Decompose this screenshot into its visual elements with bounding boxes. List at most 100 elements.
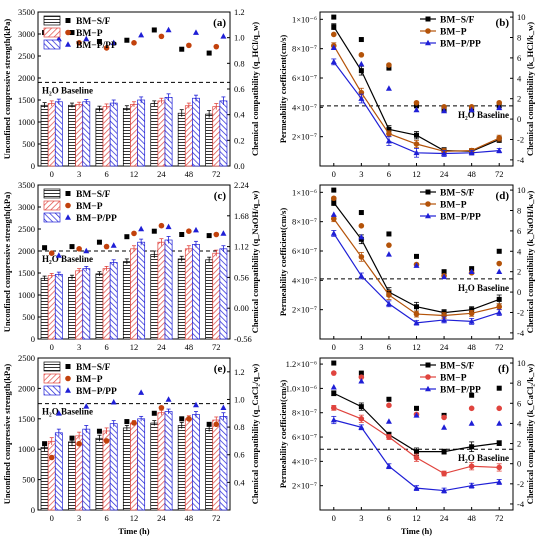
- data-point: [414, 449, 419, 455]
- x-tick-label: 72: [495, 342, 504, 352]
- ratio-point: [496, 405, 503, 412]
- y2-axis-title: Chemical compatibility (q_CaCl₂/q_w): [250, 364, 260, 505]
- y-tick-label: 3000: [18, 202, 35, 212]
- ratio-point: [76, 440, 82, 447]
- ratio-point: [441, 107, 448, 114]
- x-tick-label: 24: [157, 342, 166, 352]
- x-tick-label: 0: [50, 169, 54, 179]
- ratio-point: [76, 246, 82, 252]
- ratio-point: [110, 399, 117, 405]
- data-point: [496, 303, 503, 310]
- bar: [205, 428, 214, 511]
- ratio-point: [468, 420, 475, 426]
- panel-label: (e): [214, 363, 227, 375]
- data-point: [358, 95, 365, 101]
- ratio-point: [358, 377, 365, 384]
- y2-tick-label: 0.00: [234, 303, 249, 313]
- data-point: [358, 424, 365, 430]
- bar: [122, 427, 131, 511]
- y-tick-label: 1×10⁻⁶: [292, 14, 317, 24]
- bar: [164, 97, 173, 167]
- y2-tick-label: 2: [517, 267, 521, 277]
- ratio-point: [42, 245, 48, 251]
- bar: [40, 447, 49, 511]
- data-point: [468, 318, 475, 324]
- ratio-point: [158, 404, 165, 411]
- y2-tick-label: 1.68: [234, 211, 249, 221]
- legend-swatch: [43, 373, 61, 384]
- bar: [68, 277, 76, 340]
- ratio-point: [385, 85, 392, 91]
- y-axis-title: Unconfined compressive strength(kPa): [2, 364, 12, 505]
- y2-tick-label: -0.56: [234, 334, 252, 344]
- y2-tick-label: 0.4: [234, 477, 245, 487]
- legend-label: BM−S/F: [440, 16, 475, 26]
- panel-e: 0 500 1000 1500 2000 2500 0.4 0.6 0.8 1.0 1.2 0 3 6 12…: [2, 353, 260, 536]
- y-tick-label: 2500: [18, 224, 35, 234]
- x-tick-label: 24: [157, 169, 166, 179]
- bar: [184, 248, 193, 340]
- bar: [75, 270, 84, 340]
- ratio-point: [330, 195, 337, 202]
- bar: [157, 241, 166, 340]
- ratio-point: [110, 39, 117, 46]
- bar: [192, 414, 200, 511]
- y2-axis-title: Chemical compatibility (k_NaOH/k_w): [525, 191, 535, 334]
- legend-marker: [65, 41, 71, 47]
- ratio-point: [103, 243, 110, 250]
- ratio-point: [165, 223, 172, 230]
- ratio-point: [468, 405, 475, 412]
- bar: [212, 419, 221, 511]
- y2-tick-label: 1.0: [234, 33, 245, 43]
- bar: [130, 104, 138, 167]
- y-tick-label: 500: [22, 139, 35, 149]
- y-tick-label: 2×10⁻⁷: [292, 305, 317, 315]
- legend-swatch: [43, 27, 61, 38]
- x-tick-label: 0: [332, 513, 336, 523]
- data-point: [386, 292, 392, 298]
- ratio-point: [165, 396, 172, 402]
- data-point: [468, 310, 475, 317]
- ratio-point: [496, 420, 503, 426]
- data-point: [358, 404, 364, 410]
- ratio-point: [124, 37, 130, 43]
- ratio-point: [69, 244, 75, 250]
- y2-tick-label: 1.2: [234, 367, 245, 377]
- y-tick-label: 1500: [18, 268, 35, 278]
- bar: [75, 104, 84, 167]
- bar: [184, 105, 193, 167]
- ratio-point: [468, 106, 475, 113]
- panel-d: 2×10⁻⁷4×10⁻⁷6×10⁻⁷8×10⁻⁷1×10⁻⁶-4-2024681…: [278, 184, 535, 352]
- bar: [219, 416, 228, 511]
- data-point: [358, 272, 365, 279]
- panel-a: 0 500 1000 1500 2000 2500 3000 3500 0.0 0.2 0.4 0.6…: [2, 7, 260, 179]
- ratio-point: [331, 360, 337, 366]
- bar: [212, 106, 221, 167]
- data-point: [385, 137, 392, 144]
- data-point: [496, 478, 503, 485]
- baseline-label: H₂O Baseline: [42, 254, 93, 264]
- ratio-point: [358, 370, 364, 376]
- y2-tick-label: -2: [517, 307, 524, 317]
- y-axis-title: Unconfined compressive strength(kPa): [2, 19, 12, 160]
- panel-c: 0 500 1000 1500 2000 2500 3000 3500 -0.56 0.00 0.5…: [2, 180, 260, 352]
- data-point: [441, 316, 448, 323]
- bar: [47, 103, 56, 167]
- ratio-point: [358, 374, 365, 380]
- data-point: [330, 215, 337, 222]
- ratio-point: [179, 46, 185, 52]
- y2-tick-label: 0.4: [234, 110, 245, 120]
- ratio-point: [103, 45, 110, 51]
- ratio-point: [496, 268, 503, 274]
- x-tick-label: 6: [104, 169, 108, 179]
- ratio-point: [213, 421, 220, 428]
- bar: [40, 277, 49, 340]
- ratio-point: [330, 370, 337, 376]
- bar: [137, 241, 146, 340]
- panels: 05001000150020002500300035000.00.20.40.6…: [2, 7, 535, 536]
- ratio-point: [69, 30, 75, 36]
- x-tick-label: 12: [130, 169, 139, 179]
- y2-axis-title: Chemical compatibility (k_CaCl₂/k_w): [525, 364, 535, 505]
- bar: [95, 273, 104, 340]
- ratio-point: [158, 33, 165, 40]
